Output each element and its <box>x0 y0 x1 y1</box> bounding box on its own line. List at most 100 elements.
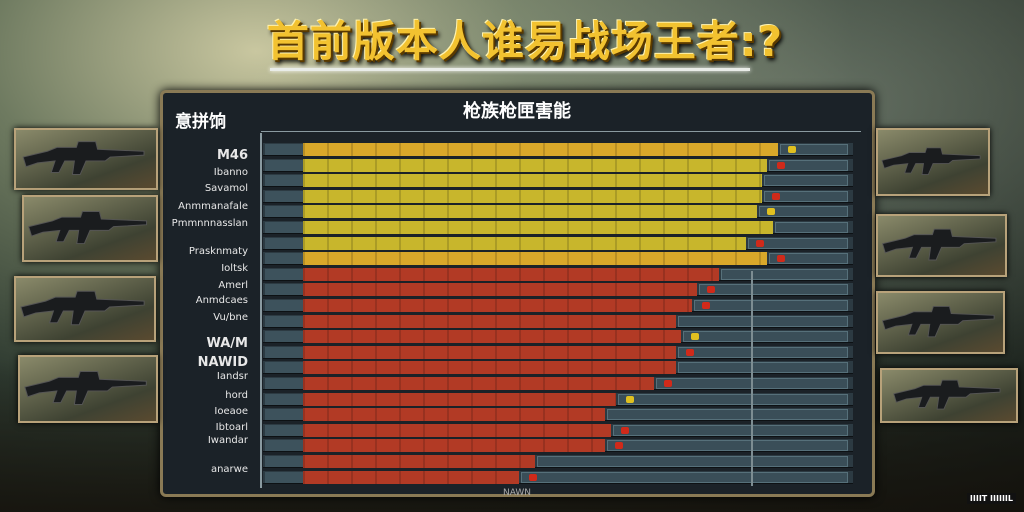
page-title: 首前版本人谁易战场王者:? <box>266 17 784 66</box>
status-marker <box>626 395 635 403</box>
status-marker <box>777 161 786 169</box>
row-label-cell <box>265 253 303 265</box>
row-label-cell <box>265 331 303 343</box>
row-label-cell <box>265 456 303 467</box>
table-row <box>263 345 853 359</box>
weapon-label: Ioeaoe <box>214 406 248 417</box>
rifle-icon <box>20 357 156 421</box>
row-label-cell <box>265 378 303 389</box>
row-label-cell <box>265 471 303 483</box>
right-weapon-image-2 <box>876 214 1007 277</box>
row-label-cell <box>265 159 303 171</box>
row-label-cell <box>265 206 303 218</box>
bar <box>303 283 698 297</box>
value-cell <box>699 284 848 296</box>
status-marker <box>777 255 786 263</box>
rifle-icon <box>24 197 156 260</box>
value-cell <box>521 471 848 483</box>
table-row <box>263 361 853 375</box>
weapon-label: Pmmnnnasslan <box>171 218 248 229</box>
weapon-label: Anmdcaes <box>195 295 248 306</box>
table-row <box>263 392 853 406</box>
status-marker <box>766 208 775 216</box>
stats-bars <box>263 143 853 488</box>
table-row <box>263 205 853 219</box>
row-label-cell <box>265 393 303 405</box>
left-weapon-image-2 <box>22 195 158 262</box>
status-marker <box>772 192 780 200</box>
bar <box>303 221 773 234</box>
value-cell <box>720 268 848 280</box>
title-underline <box>270 68 750 71</box>
weapon-stats-panel: 意拼饷 枪族枪匣害能 M46 Ibanno Savamol Anmmanafale Pm… <box>160 90 875 498</box>
status-marker <box>788 146 797 153</box>
bar <box>303 236 746 250</box>
weapon-label: Anmmanafale <box>178 201 248 212</box>
top-axis <box>261 131 861 132</box>
bar <box>303 143 779 156</box>
table-row <box>263 455 853 468</box>
right-weapon-image-1 <box>876 128 990 196</box>
table-row <box>263 299 853 312</box>
bar <box>303 267 719 281</box>
left-weapon-image-3 <box>14 276 156 342</box>
weapon-label: Ibanno <box>213 167 248 178</box>
table-row <box>263 236 853 250</box>
table-row <box>263 377 853 390</box>
value-cell <box>618 393 848 405</box>
table-row <box>263 158 853 172</box>
column-divider <box>751 271 753 486</box>
value-cell <box>774 222 848 233</box>
weapon-label: NAWID <box>197 355 248 370</box>
sniper-rifle-icon <box>882 370 1016 421</box>
value-cell <box>769 159 848 171</box>
value-cell <box>677 315 848 327</box>
value-cell <box>693 300 848 311</box>
row-label-cell <box>265 315 303 327</box>
right-weapon-image-4 <box>880 368 1018 423</box>
row-label-cell <box>265 190 303 202</box>
weapon-label: hord <box>225 390 248 401</box>
table-row <box>263 283 853 297</box>
status-marker <box>701 302 710 309</box>
bar <box>303 377 654 390</box>
table-row <box>263 314 853 328</box>
status-marker <box>529 473 537 481</box>
table-row <box>263 267 853 281</box>
panel-title: 枪族枪匣害能 <box>463 101 571 122</box>
row-label-cell <box>265 409 303 421</box>
weapon-label: M46 <box>216 148 248 163</box>
watermark: IIIIT IIIIIIL <box>966 493 1016 504</box>
bar <box>303 392 617 406</box>
rifle-icon <box>878 293 1003 352</box>
status-marker <box>685 348 694 356</box>
status-marker <box>615 442 624 450</box>
status-marker <box>691 333 699 341</box>
value-cell <box>683 331 848 343</box>
rifle-icon <box>878 216 1005 275</box>
status-marker <box>620 426 629 434</box>
bar <box>303 314 676 328</box>
weapon-label: Amerl <box>218 280 248 291</box>
value-cell <box>607 440 848 452</box>
bar <box>303 330 681 344</box>
value-cell <box>764 175 848 187</box>
left-weapon-image-1 <box>14 128 158 190</box>
right-weapon-image-3 <box>876 291 1005 354</box>
row-label-cell <box>265 237 303 249</box>
rifle-icon <box>878 130 988 194</box>
bar <box>303 158 768 172</box>
weapon-label: Savamol <box>204 183 248 194</box>
table-row <box>263 439 853 453</box>
table-row <box>263 189 853 203</box>
value-cell <box>747 237 848 249</box>
value-cell <box>537 456 848 467</box>
row-label-cell <box>265 440 303 452</box>
bar <box>303 361 676 375</box>
table-row <box>263 143 853 156</box>
left-axis <box>260 133 262 488</box>
value-cell <box>780 144 848 155</box>
table-row <box>263 408 853 422</box>
table-row <box>263 470 853 484</box>
left-weapon-image-4 <box>18 355 158 423</box>
